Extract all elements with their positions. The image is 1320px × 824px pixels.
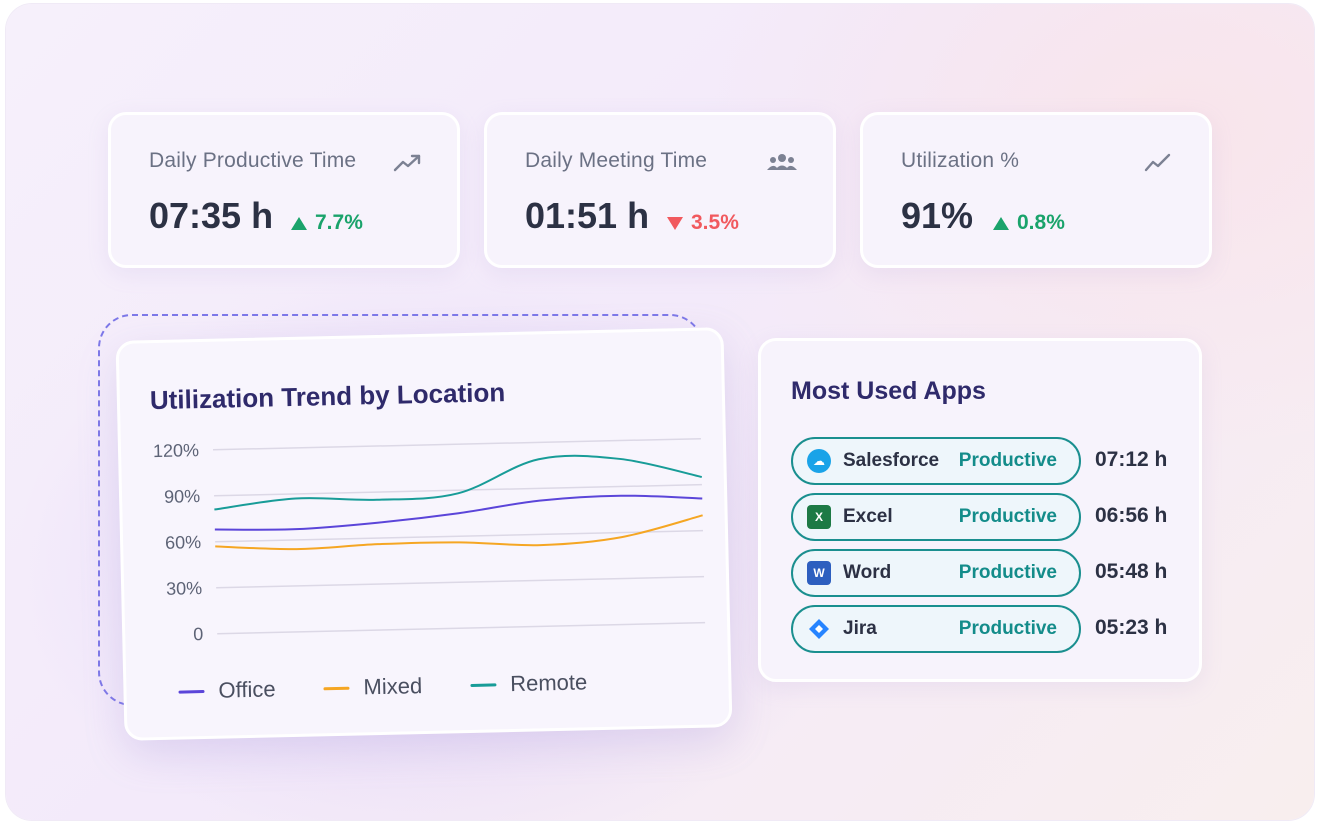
kpi-value: 07:35 h — [149, 195, 274, 236]
app-time: 05:48 h — [1095, 560, 1168, 583]
arrow-down-icon — [667, 216, 683, 230]
people-group-icon — [765, 151, 797, 175]
apps-title: Most Used Apps — [791, 377, 986, 405]
series-line-mixed — [215, 514, 703, 551]
kpi-delta: 3.5% — [667, 211, 739, 235]
app-name: Jira — [843, 618, 877, 639]
arrow-up-icon — [993, 216, 1009, 230]
app-name: Word — [843, 562, 892, 583]
legend-swatch-mixed — [323, 686, 350, 690]
jira-icon — [807, 617, 831, 641]
grid-line — [214, 483, 702, 497]
grid-line — [213, 437, 701, 451]
legend-item-office[interactable]: Office — [178, 676, 276, 704]
kpi-delta: 0.8% — [993, 211, 1065, 235]
app-row-excel[interactable]: X Excel Productive 06:56 h — [791, 493, 1171, 541]
legend-label: Mixed — [363, 673, 423, 700]
app-status: Productive — [958, 618, 1057, 639]
y-tick-label: 90% — [164, 486, 200, 507]
legend-label: Remote — [509, 669, 588, 697]
y-tick-label: 120% — [153, 440, 199, 461]
grid-line — [217, 621, 706, 635]
kpi-card-utilization[interactable]: Utilization % 91% 0.8% — [860, 112, 1212, 268]
legend-swatch-office — [178, 689, 205, 694]
kpi-label: Utilization % — [901, 149, 1020, 172]
most-used-apps-card: Most Used Apps ☁ Salesforce Productive 0… — [758, 338, 1202, 682]
app-status: Productive — [958, 506, 1057, 527]
kpi-label: Daily Productive Time — [149, 149, 357, 172]
y-tick-label: 0 — [193, 624, 203, 644]
app-status: Productive — [958, 450, 1057, 471]
kpi-value: 91% — [901, 195, 974, 236]
utilization-trend-chart-card[interactable]: Utilization Trend by Location 120% 90% 60%… — [115, 327, 733, 741]
word-icon: W — [807, 561, 831, 585]
app-time: 05:23 h — [1095, 616, 1168, 639]
legend-item-remote[interactable]: Remote — [470, 669, 588, 698]
legend-label: Office — [218, 676, 276, 703]
legend-swatch-remote — [470, 682, 497, 687]
app-status: Productive — [958, 562, 1057, 583]
kpi-delta-value: 7.7% — [315, 211, 363, 234]
salesforce-icon: ☁ — [807, 449, 831, 473]
kpi-card-meeting-time[interactable]: Daily Meeting Time 01:51 h 3.5% — [484, 112, 836, 268]
app-pill[interactable]: Jira Productive — [791, 605, 1081, 653]
kpi-delta: 7.7% — [291, 211, 363, 235]
series-line-remote — [214, 454, 702, 511]
app-time: 06:56 h — [1095, 504, 1168, 527]
app-pill[interactable]: ☁ Salesforce Productive — [791, 437, 1081, 485]
app-name: Salesforce — [843, 450, 940, 471]
excel-icon: X — [807, 505, 831, 529]
trending-up-icon — [393, 151, 423, 175]
line-chart-icon — [1143, 151, 1173, 175]
app-row-jira[interactable]: Jira Productive 05:23 h — [791, 605, 1171, 653]
grid-line — [215, 529, 704, 543]
kpi-delta-value: 0.8% — [1017, 211, 1065, 234]
kpi-card-productive-time[interactable]: Daily Productive Time 07:35 h 7.7% — [108, 112, 460, 268]
legend-item-mixed[interactable]: Mixed — [323, 673, 422, 701]
app-name: Excel — [843, 506, 893, 527]
app-row-salesforce[interactable]: ☁ Salesforce Productive 07:12 h — [791, 437, 1171, 485]
kpi-delta-value: 3.5% — [691, 211, 739, 234]
y-tick-label: 30% — [166, 578, 202, 599]
utilization-trend-chart: 120% 90% 60% 30% 0 — [153, 437, 706, 644]
y-tick-label: 60% — [165, 532, 201, 553]
arrow-up-icon — [291, 216, 307, 230]
app-time: 07:12 h — [1095, 448, 1168, 471]
app-row-word[interactable]: W Word Productive 05:48 h — [791, 549, 1171, 597]
app-pill[interactable]: W Word Productive — [791, 549, 1081, 597]
kpi-label: Daily Meeting Time — [525, 149, 708, 172]
grid-line — [216, 575, 705, 589]
kpi-value: 01:51 h — [525, 195, 650, 236]
series-line-office — [214, 494, 703, 531]
app-pill[interactable]: X Excel Productive — [791, 493, 1081, 541]
